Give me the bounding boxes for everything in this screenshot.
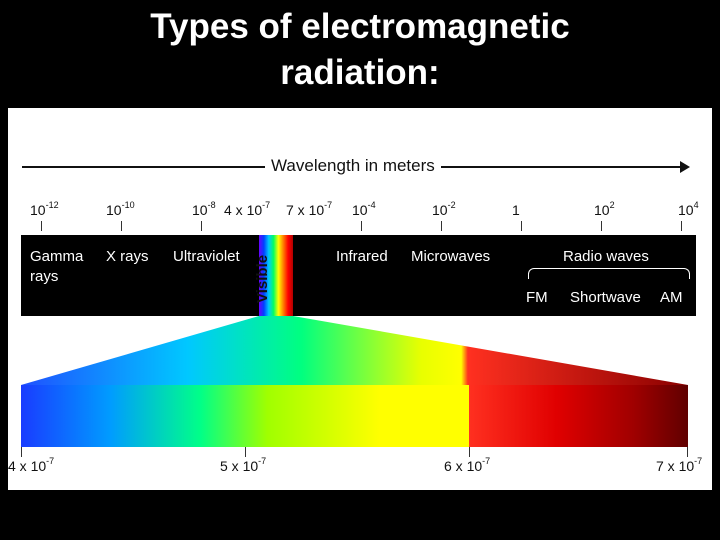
bottom-tick-label: 5 x 10-7 — [220, 456, 267, 474]
wavelength-axis-label: Wavelength in meters — [265, 156, 441, 176]
tick-mark — [201, 221, 202, 231]
region-gamma-line1: Gamma — [30, 248, 84, 265]
tick-mark — [361, 221, 362, 231]
region-visible: Visible — [254, 254, 271, 303]
top-tick-label: 10-12 — [30, 200, 59, 218]
region-shortwave: Shortwave — [570, 289, 641, 306]
visible-spectrum-strip — [259, 235, 293, 316]
region-radio: Radio waves — [563, 248, 649, 265]
fan-shape — [21, 316, 688, 385]
spectrum-regions-band — [21, 235, 696, 316]
region-ultraviolet: Ultraviolet — [173, 248, 240, 265]
region-infrared: Infrared — [336, 248, 388, 265]
bottom-tick-label: 6 x 10-7 — [444, 456, 491, 474]
radio-brace — [528, 268, 690, 279]
expanded-visible-spectrum — [21, 385, 469, 447]
expanded-visible-spectrum-red — [469, 385, 688, 447]
region-gamma-line2: rays — [30, 268, 59, 285]
bottom-tick-mark — [687, 447, 688, 457]
tick-mark — [41, 221, 42, 231]
title-line-2: radiation: — [280, 53, 440, 92]
top-tick-label: 10-4 — [352, 200, 376, 218]
region-microwaves: Microwaves — [411, 248, 491, 265]
top-tick-label: 102 — [594, 200, 615, 218]
top-tick-label: 4 x 10-7 — [224, 200, 271, 218]
bottom-tick-label: 4 x 10-7 — [8, 456, 55, 474]
region-am: AM — [660, 289, 683, 306]
region-xrays: X rays — [106, 248, 149, 265]
tick-mark — [121, 221, 122, 231]
top-tick-label: 7 x 10-7 — [286, 200, 333, 218]
visible-expansion-fan — [21, 316, 688, 385]
bottom-tick-label: 7 x 10-7 — [656, 456, 703, 474]
top-tick-label: 10-2 — [432, 200, 456, 218]
slide-title: Types of electromagnetic radiation: — [0, 4, 720, 96]
top-tick-label: 1 — [512, 202, 520, 218]
top-tick-label: 10-8 — [192, 200, 216, 218]
region-gamma: Gamma rays — [30, 247, 83, 287]
top-tick-label: 104 — [678, 200, 699, 218]
arrow-right-icon — [680, 161, 690, 173]
bottom-tick-mark — [21, 447, 22, 457]
region-fm: FM — [526, 289, 548, 306]
title-line-1: Types of electromagnetic — [150, 7, 570, 46]
bottom-tick-mark — [469, 447, 470, 457]
tick-mark — [601, 221, 602, 231]
tick-mark — [681, 221, 682, 231]
em-spectrum-figure: Wavelength in meters 10-12 10-10 10-8 4 … — [8, 108, 712, 490]
tick-mark — [521, 221, 522, 231]
top-tick-label: 10-10 — [106, 200, 135, 218]
bottom-tick-mark — [245, 447, 246, 457]
tick-mark — [441, 221, 442, 231]
